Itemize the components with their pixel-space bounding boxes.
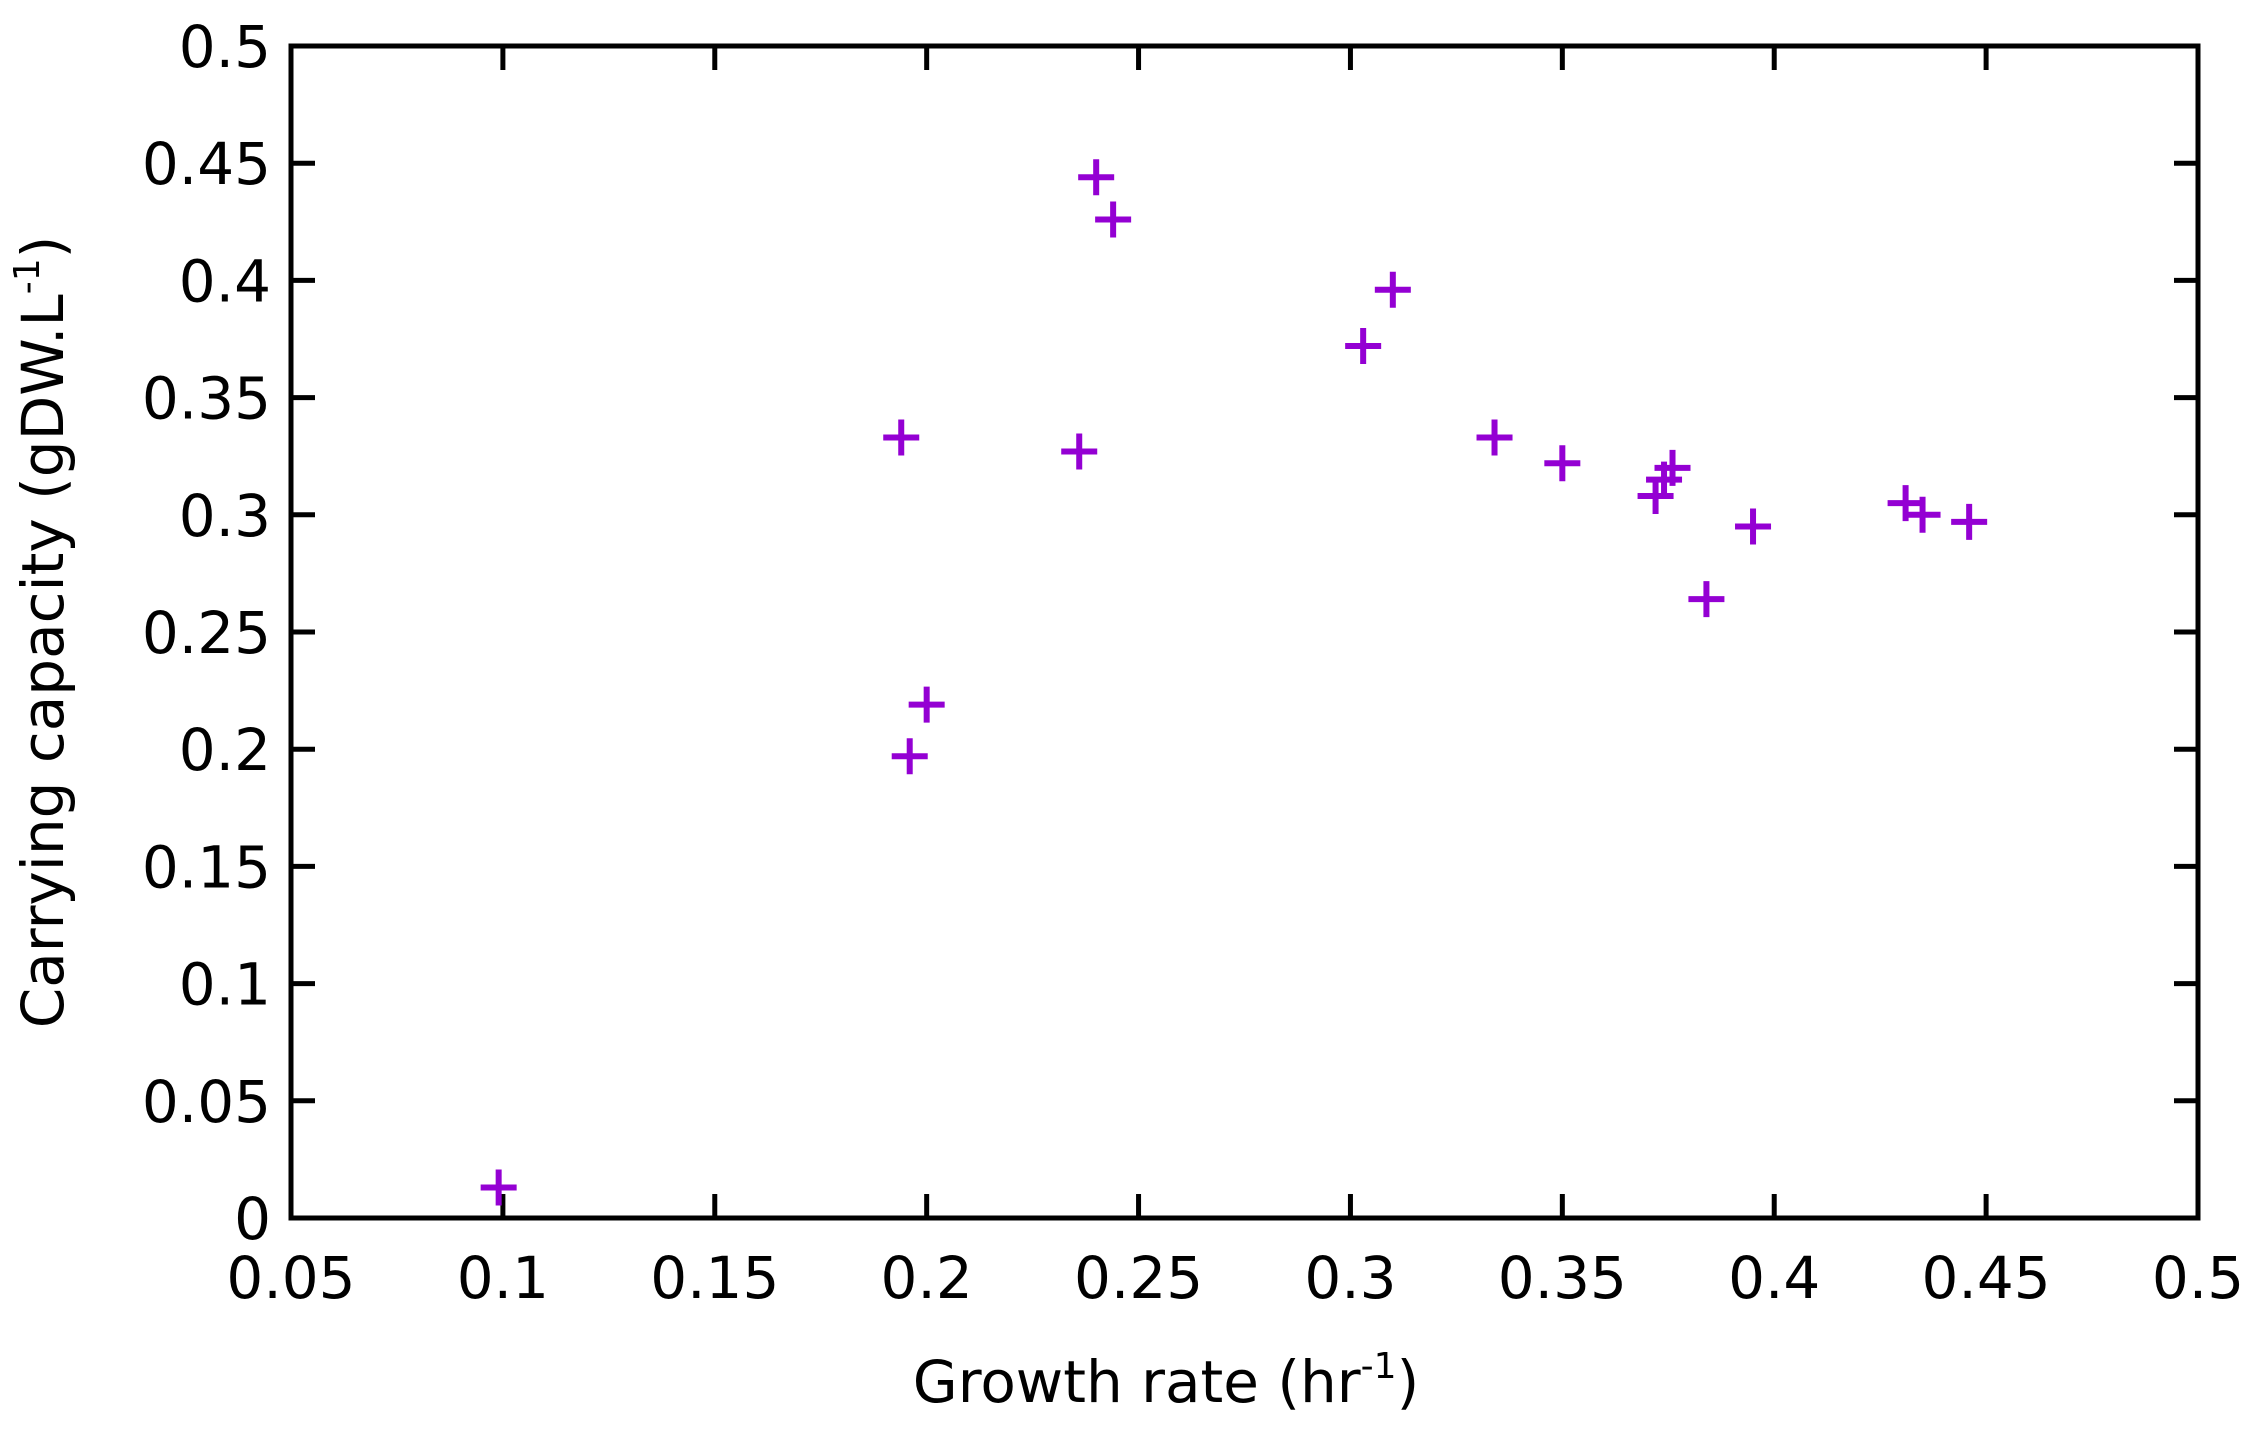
- data-point: [1544, 445, 1581, 482]
- x-tick-labels: 0.05 0.1 0.15 0.2 0.25 0.3 0.35 0.4 0.45 0.5: [226, 1244, 2244, 1312]
- y-axis-label-base: Carrying capacity (gDW.L: [9, 294, 77, 1028]
- y-tick-label: 0: [234, 1185, 271, 1253]
- y-tick-label: 0.05: [142, 1068, 271, 1136]
- y-tick-label: 0.25: [142, 599, 271, 667]
- data-points: [480, 159, 1988, 1206]
- y-tick-label: 0.35: [142, 365, 271, 433]
- data-point: [883, 419, 920, 456]
- y-tick-label: 0.1: [179, 951, 271, 1019]
- data-point: [1951, 503, 1988, 540]
- x-tick-label: 0.2: [881, 1244, 973, 1312]
- x-axis-label-sup: -1: [1361, 1346, 1397, 1387]
- y-axis-label: Carrying capacity (gDW.L-1): [7, 236, 77, 1029]
- x-tick-label: 0.3: [1304, 1244, 1396, 1312]
- x-tick-label: 0.1: [457, 1244, 549, 1312]
- y-tick-labels: 0 0.05 0.1 0.15 0.2 0.25 0.3 0.35 0.4 0.45 0.5: [142, 13, 271, 1253]
- x-tick-label: 0.45: [1922, 1244, 2051, 1312]
- y-axis-label-sup: -1: [7, 258, 48, 294]
- data-point: [1078, 159, 1115, 196]
- data-point: [1095, 201, 1132, 238]
- data-point: [1735, 508, 1772, 545]
- y-tick-label: 0.3: [179, 482, 271, 550]
- y-tick-label: 0.4: [179, 247, 271, 315]
- data-point: [891, 738, 928, 775]
- data-point: [1904, 496, 1941, 533]
- data-point: [1688, 581, 1725, 618]
- x-tick-label: 0.15: [650, 1244, 779, 1312]
- axis-ticks: [288, 43, 2201, 1221]
- x-axis-label-base: Growth rate (hr: [913, 1348, 1361, 1416]
- x-tick-label: 0.25: [1074, 1244, 1203, 1312]
- y-tick-label: 0.5: [179, 13, 271, 81]
- x-axis-label-tail: ): [1397, 1348, 1420, 1416]
- data-point: [1476, 419, 1513, 456]
- x-axis-label: Growth rate (hr-1): [913, 1346, 1419, 1416]
- data-point: [1061, 433, 1098, 470]
- x-tick-label: 0.05: [226, 1244, 355, 1312]
- x-tick-label: 0.5: [2152, 1244, 2244, 1312]
- data-point: [1345, 328, 1382, 365]
- data-point: [908, 686, 945, 723]
- data-point: [1374, 271, 1411, 308]
- data-point: [1637, 478, 1674, 515]
- data-point: [480, 1169, 517, 1206]
- y-tick-label: 0.2: [179, 716, 271, 784]
- data-point: [1654, 449, 1691, 486]
- plot-frame: [288, 43, 2201, 1221]
- x-tick-label: 0.4: [1728, 1244, 1820, 1312]
- x-tick-label: 0.35: [1498, 1244, 1627, 1312]
- y-tick-label: 0.45: [142, 130, 271, 198]
- y-axis-label-tail: ): [9, 236, 77, 259]
- y-tick-label: 0.15: [142, 833, 271, 901]
